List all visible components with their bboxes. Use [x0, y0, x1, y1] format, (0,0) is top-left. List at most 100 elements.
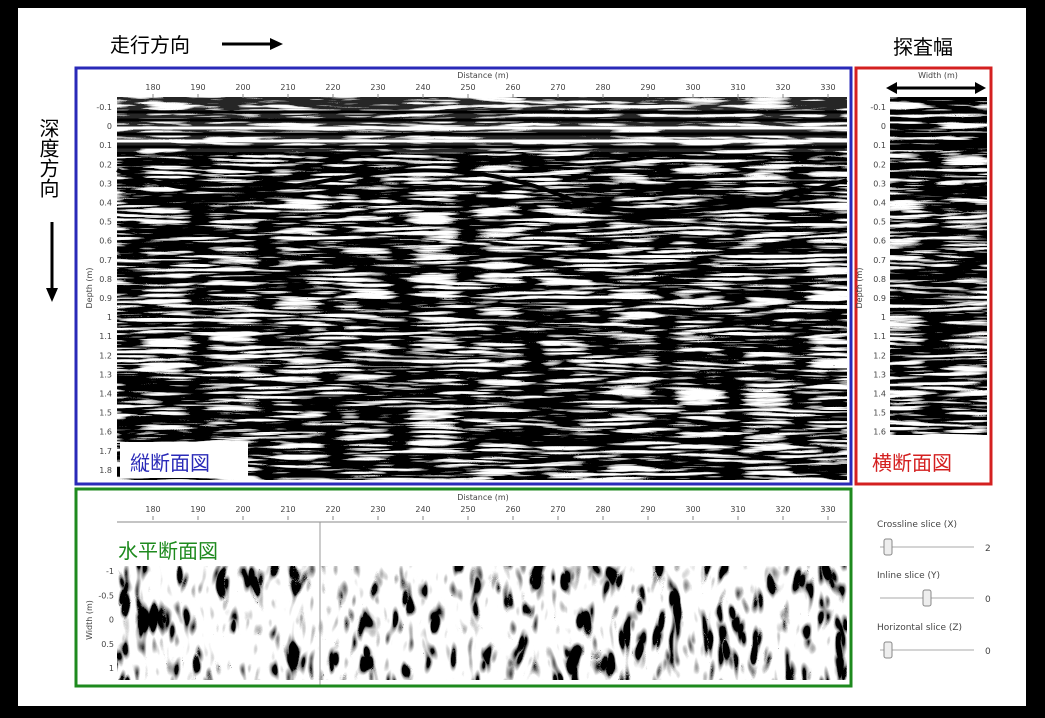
travel-direction: 走行方向 [110, 33, 190, 57]
x-axis-title: Distance (m) [457, 493, 509, 502]
longitudinal-label: 縦断面図 [130, 451, 210, 475]
y-tick-label: 1.3 [99, 370, 112, 379]
y-tick-label: 1 [107, 313, 112, 322]
slider-value: 2 [985, 544, 991, 554]
x-tick-label: 200 [235, 505, 250, 514]
x-tick-label: 270 [550, 505, 565, 514]
y-tick-label: 1.1 [99, 332, 112, 341]
y-tick-label: 0.9 [873, 294, 886, 303]
y-tick-label: 0.3 [99, 179, 112, 188]
x-tick-label: 240 [415, 83, 430, 92]
y-tick-label: 0.8 [873, 275, 886, 284]
y-tick-label: 0.1 [99, 141, 112, 150]
y-tick-label: 1 [881, 313, 886, 322]
x-tick-label: 220 [325, 83, 340, 92]
y-tick-label: 0.7 [99, 256, 112, 265]
slider-value: 0 [985, 647, 991, 657]
x-axis-title: Distance (m) [457, 71, 509, 80]
x-tick-label: 230 [370, 83, 385, 92]
y-tick-label: 0.6 [99, 237, 112, 246]
y-tick-label: 1.8 [99, 466, 112, 475]
x-tick-label: 260 [505, 83, 520, 92]
slider-label: Crossline slice (X) [877, 520, 957, 530]
y-tick-label: 0.5 [873, 218, 886, 227]
y-tick-label: 0.6 [873, 237, 886, 246]
y-tick-label: 0.7 [873, 256, 886, 265]
y-tick-label: 1.6 [99, 428, 112, 437]
y-tick-label: 0 [109, 616, 114, 625]
slider-thumb[interactable] [923, 590, 931, 606]
slider-value: 0 [985, 595, 991, 605]
x-tick-label: 310 [730, 505, 745, 514]
x-tick-label: 250 [460, 505, 475, 514]
x-tick-label: 290 [640, 83, 655, 92]
y-tick-label: 0.4 [873, 199, 886, 208]
x-tick-label: 330 [820, 83, 835, 92]
y-tick-label: 0.2 [99, 160, 112, 169]
y-tick-label: 1.2 [873, 351, 886, 360]
x-tick-label: 270 [550, 83, 565, 92]
x-tick-label: 200 [235, 83, 250, 92]
y-tick-label: -0.1 [870, 103, 886, 112]
x-tick-label: 310 [730, 83, 745, 92]
y-tick-label: 0.1 [873, 141, 886, 150]
x-tick-label: 210 [280, 505, 295, 514]
y-tick-label: -1 [106, 567, 114, 576]
x-tick-label: 300 [685, 505, 700, 514]
y-tick-label: 0.4 [99, 199, 112, 208]
x-tick-label: 250 [460, 83, 475, 92]
x-tick-label: 240 [415, 505, 430, 514]
x-tick-label: 190 [190, 505, 205, 514]
y-tick-label: 0.5 [101, 640, 114, 649]
y-tick-label: 1.5 [99, 409, 112, 418]
y-tick-label: 1 [109, 664, 114, 673]
x-tick-label: 280 [595, 505, 610, 514]
horizontal-radargram [117, 566, 847, 680]
survey-width: 探査幅 [893, 35, 953, 59]
x-tick-label: 210 [280, 83, 295, 92]
y-tick-label: 1.6 [873, 428, 886, 437]
horizontal-label: 水平断面図 [118, 539, 218, 563]
slider-label: Inline slice (Y) [877, 571, 940, 581]
x-tick-label: 290 [640, 505, 655, 514]
x-tick-label: 300 [685, 83, 700, 92]
y-tick-label: 1.4 [873, 390, 886, 399]
slider-thumb[interactable] [884, 642, 892, 658]
y-axis-title: Width (m) [85, 600, 94, 640]
y-tick-label: 0.8 [99, 275, 112, 284]
y-axis-title: Depth (m) [855, 268, 864, 309]
x-tick-label: 280 [595, 83, 610, 92]
x-tick-label: 180 [145, 83, 160, 92]
y-tick-label: 1.3 [873, 370, 886, 379]
y-tick-label: -0.1 [96, 103, 112, 112]
y-tick-label: 0.3 [873, 179, 886, 188]
x-tick-label: 260 [505, 505, 520, 514]
slider-label: Horizontal slice (Z) [877, 623, 962, 633]
x-tick-label: 220 [325, 505, 340, 514]
depth-direction: 深度方向 [36, 118, 60, 198]
y-axis-title: Depth (m) [85, 268, 94, 309]
y-tick-label: 0.9 [99, 294, 112, 303]
y-tick-label: 0.2 [873, 160, 886, 169]
x-tick-label: 180 [145, 505, 160, 514]
slider-thumb[interactable] [884, 539, 892, 555]
y-tick-label: 1.1 [873, 332, 886, 341]
y-tick-label: 0 [107, 122, 112, 131]
x-tick-label: 320 [775, 505, 790, 514]
y-tick-label: -0.5 [98, 591, 114, 600]
x-axis-title: Width (m) [918, 71, 958, 80]
y-tick-label: 0 [881, 122, 886, 131]
x-tick-label: 230 [370, 505, 385, 514]
x-tick-label: 190 [190, 83, 205, 92]
y-tick-label: 1.4 [99, 390, 112, 399]
transverse-label: 横断面図 [872, 451, 952, 475]
screen: 走行方向 探査幅 深度方向 縦断面図 横断面図 水平断面図 Distance (… [0, 0, 1045, 718]
surface-band [117, 97, 847, 152]
x-tick-label: 320 [775, 83, 790, 92]
y-tick-label: 1.5 [873, 409, 886, 418]
y-tick-label: 0.5 [99, 218, 112, 227]
longitudinal-radargram [117, 97, 847, 480]
y-tick-label: 1.7 [99, 447, 112, 456]
x-tick-label: 330 [820, 505, 835, 514]
y-tick-label: 1.2 [99, 351, 112, 360]
